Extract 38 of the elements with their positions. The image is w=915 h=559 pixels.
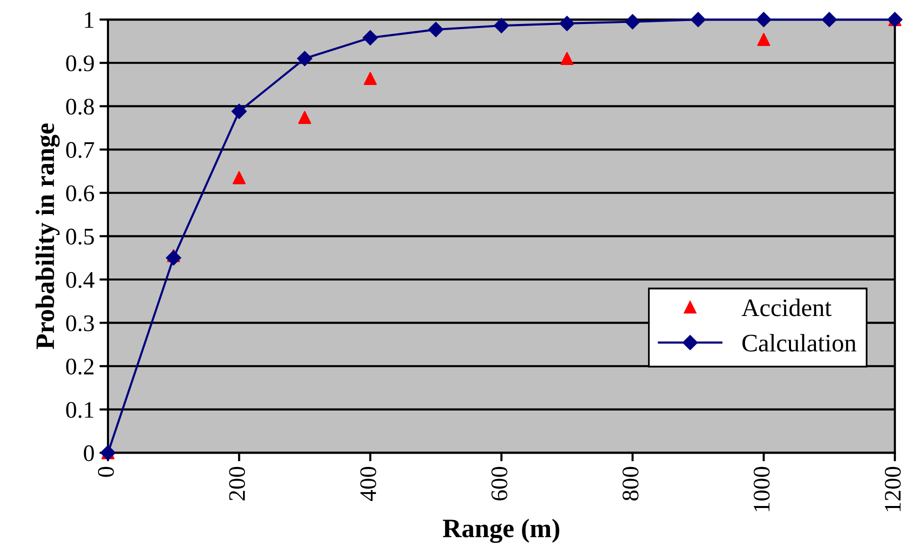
x-tick-label: 200 — [229, 466, 246, 500]
point — [232, 104, 247, 119]
x-tick-label: 400 — [360, 466, 376, 501]
point — [298, 110, 312, 124]
point — [297, 50, 312, 66]
y-tick-label: 0.8 — [66, 98, 94, 115]
point — [166, 250, 182, 266]
point — [494, 18, 509, 34]
point — [756, 12, 772, 28]
y-tick-label: 0.1 — [66, 402, 94, 418]
x-axis-title: Range (m) — [442, 518, 560, 543]
y-tick-label: 0.3 — [66, 315, 94, 332]
point — [757, 32, 770, 46]
point — [364, 72, 377, 85]
x-tick-label: 1200 — [884, 466, 901, 512]
x-tick-label: 0 — [98, 466, 114, 477]
point — [560, 52, 574, 66]
point — [625, 14, 640, 30]
point — [362, 30, 378, 46]
y-tick-label: 0.4 — [66, 272, 94, 288]
y-tick-label: 0.7 — [66, 142, 94, 158]
point — [690, 12, 706, 28]
y-tick-label: 0.9 — [66, 55, 94, 72]
x-tick-label: 800 — [622, 466, 638, 500]
y-tick-label: 0.5 — [66, 228, 94, 245]
x-tick-label: 1000 — [754, 466, 770, 512]
y-tick-label: 0 — [84, 445, 94, 462]
point — [822, 12, 837, 28]
point — [232, 171, 246, 184]
legend-label: Calculation — [742, 334, 856, 352]
legend-label: Accident — [742, 298, 832, 316]
y-tick-label: 0.2 — [66, 358, 94, 375]
y-axis-title: Probability in range — [36, 123, 60, 350]
y-tick-label: 0.6 — [66, 185, 94, 202]
point — [428, 22, 444, 38]
x-tick-label: 600 — [491, 466, 508, 500]
point — [559, 16, 575, 32]
y-tick-label: 1 — [85, 12, 94, 28]
